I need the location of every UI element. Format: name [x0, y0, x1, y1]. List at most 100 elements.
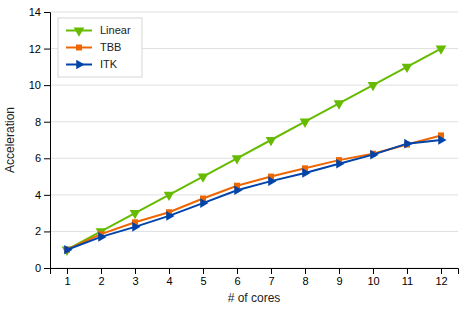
- tick-mark: [44, 158, 50, 159]
- series-line: [67, 140, 441, 250]
- grid-line: [50, 121, 458, 122]
- tick: 2: [98, 268, 104, 287]
- tick-mark: [44, 85, 50, 86]
- tick-mark: [44, 49, 50, 50]
- tick: 10: [367, 268, 379, 287]
- tick-label: 0: [35, 262, 41, 274]
- axis-line: [44, 13, 51, 269]
- legend-item: Linear: [66, 24, 131, 36]
- point: [266, 137, 277, 146]
- tick-label: 8: [302, 275, 308, 287]
- point: [336, 159, 344, 169]
- y-axis: 0 2 4 6 8 10 12 14: [29, 6, 51, 274]
- grid-line: [50, 12, 458, 13]
- tick-mark: [44, 268, 50, 269]
- tick-mark: [339, 268, 340, 274]
- tick-label: 5: [200, 275, 206, 287]
- tick: 8: [35, 116, 50, 128]
- legend: Linear TBB ITK: [58, 18, 142, 77]
- tick-label: 14: [29, 6, 41, 18]
- point: [436, 45, 447, 54]
- legend-marker: [76, 60, 84, 70]
- tick-label: 11: [402, 275, 413, 287]
- tick-mark: [169, 268, 170, 274]
- legend-label: ITK: [100, 58, 118, 70]
- tick-label: 9: [336, 275, 342, 287]
- tick-mark: [135, 268, 136, 274]
- tick: 8: [302, 268, 308, 287]
- tick: 14: [29, 6, 50, 18]
- tick-mark: [441, 268, 442, 274]
- point: [166, 211, 174, 221]
- tick-label: 6: [35, 152, 41, 164]
- tick-label: 4: [166, 275, 172, 287]
- chart: 12345678910111202468101214LinearTBBITK# …: [0, 0, 474, 310]
- point: [370, 150, 378, 160]
- tick: 3: [132, 268, 138, 287]
- tick-mark: [407, 268, 408, 274]
- legend-marker: [74, 27, 85, 36]
- tick: 2: [35, 225, 50, 237]
- legend-label: TBB: [100, 41, 121, 53]
- tick-label: 10: [367, 275, 379, 287]
- grid-line: [50, 158, 458, 159]
- series-line: [67, 135, 441, 249]
- point: [232, 155, 243, 164]
- grid: [50, 12, 458, 268]
- point: [302, 168, 310, 178]
- legend-box: [58, 18, 142, 77]
- tick-mark: [373, 268, 374, 274]
- point: [130, 210, 141, 219]
- point: [438, 135, 446, 145]
- legend-marker: [76, 45, 82, 51]
- tick-mark: [203, 268, 204, 274]
- y-axis-title: Acceleration: [3, 107, 17, 173]
- legend-item: ITK: [66, 58, 118, 70]
- tick: 1: [64, 268, 70, 287]
- point: [404, 139, 412, 149]
- point: [368, 82, 379, 91]
- tick-mark: [44, 195, 50, 196]
- tick-label: 12: [29, 43, 41, 55]
- tick: 6: [234, 268, 240, 287]
- tick: 0: [35, 262, 50, 274]
- tick-mark: [101, 268, 102, 274]
- point: [132, 222, 140, 232]
- point: [402, 64, 413, 73]
- tick: 9: [336, 268, 342, 287]
- point: [98, 232, 106, 242]
- axis-line: [51, 269, 459, 275]
- tick-label: 1: [64, 275, 70, 287]
- tick-label: 2: [98, 275, 104, 287]
- legend-item: TBB: [66, 41, 121, 53]
- point: [198, 173, 209, 182]
- x-axis: 123456789101112: [51, 268, 459, 287]
- tick: 4: [166, 268, 172, 287]
- tick-mark: [305, 268, 306, 274]
- tick-mark: [271, 268, 272, 274]
- tick: 11: [402, 268, 413, 287]
- tick-mark: [44, 122, 50, 123]
- tick-label: 10: [29, 79, 41, 91]
- tick-label: 8: [35, 116, 41, 128]
- tick-label: 7: [268, 275, 274, 287]
- series-line: [67, 49, 441, 250]
- tick: 5: [200, 268, 206, 287]
- tick-label: 3: [132, 275, 138, 287]
- tick-mark: [44, 231, 50, 232]
- tick: 7: [268, 268, 274, 287]
- point: [234, 185, 242, 195]
- point: [164, 192, 175, 201]
- tick: 6: [35, 152, 50, 164]
- tick-label: 4: [35, 189, 41, 201]
- point: [64, 245, 72, 255]
- point: [300, 119, 311, 128]
- tick: 12: [29, 43, 50, 55]
- tick-mark: [44, 12, 50, 13]
- tick-mark: [237, 268, 238, 274]
- plot: 12345678910111202468101214LinearTBBITK: [29, 6, 459, 287]
- x-axis-title: # of cores: [228, 291, 281, 305]
- point: [268, 176, 276, 186]
- grid-line: [50, 85, 458, 86]
- tick-label: 2: [35, 225, 41, 237]
